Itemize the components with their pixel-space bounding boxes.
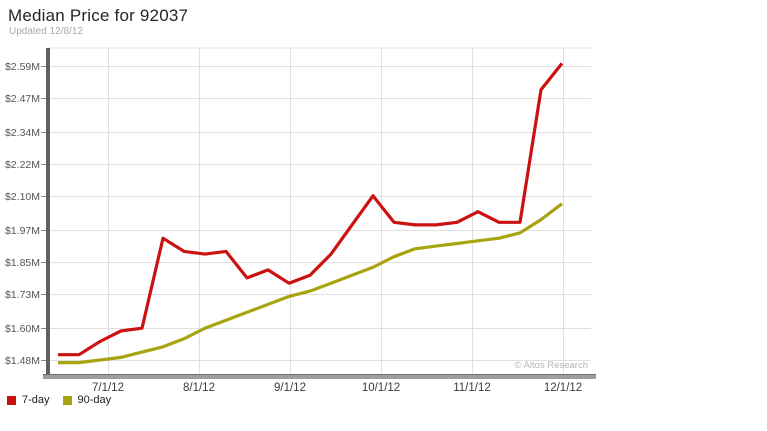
y-tick-label: $2.22M [5, 159, 40, 171]
legend-label: 7-day [22, 394, 50, 406]
y-axis-bar [46, 48, 50, 379]
x-tick-label: 10/1/12 [362, 382, 400, 394]
y-tick-label: $2.10M [5, 191, 40, 203]
y-tick-label: $2.34M [5, 127, 40, 139]
x-tick-label: 12/1/12 [544, 382, 582, 394]
y-tick-label: $1.48M [5, 355, 40, 367]
y-tick-label: $2.59M [5, 61, 40, 73]
y-tick-label: $1.85M [5, 257, 40, 269]
chart-subtitle: Updated 12/8/12 [9, 26, 83, 37]
y-tick-label: $1.60M [5, 323, 40, 335]
legend-item-90-day[interactable]: 90-day [62, 394, 112, 406]
chart-legend: 7-day 90-day [7, 395, 111, 406]
x-tick-label: 9/1/12 [274, 382, 306, 394]
y-tick-label: $1.97M [5, 225, 40, 237]
x-tick-label: 11/1/12 [453, 382, 491, 394]
legend-label: 90-day [77, 394, 112, 406]
x-tick-label: 7/1/12 [92, 382, 124, 394]
legend-item-7-day[interactable]: 7-day [7, 395, 50, 406]
y-tick-label: $2.47M [5, 93, 40, 105]
y-tick-label: $1.73M [5, 289, 40, 301]
series-line-90-day [58, 202, 563, 365]
watermark: © Altos Research [514, 360, 588, 371]
series-line-7-day [58, 62, 564, 357]
legend-swatch-7-day [7, 396, 16, 405]
chart-title: Median Price for 92037 [8, 6, 189, 25]
x-tick-label: 8/1/12 [183, 382, 215, 394]
x-axis-bar [43, 374, 596, 379]
legend-swatch-90-day [62, 396, 72, 405]
